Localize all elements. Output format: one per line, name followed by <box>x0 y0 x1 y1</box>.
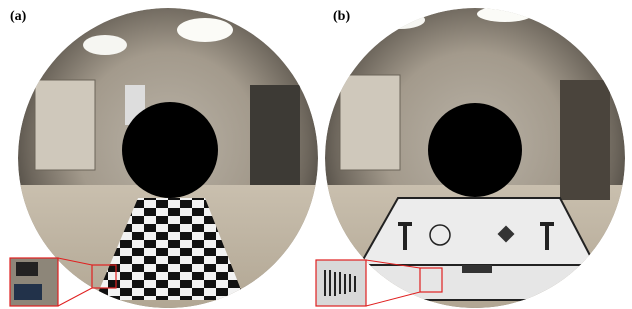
panel-label: (a) <box>10 9 27 24</box>
figure: (a) (b) <box>0 0 632 309</box>
zoom-line <box>366 292 420 306</box>
zoom-inset <box>316 260 366 306</box>
blind-spot <box>122 102 218 198</box>
blind-spot <box>428 103 522 197</box>
zoom-inset <box>10 258 58 306</box>
panel-label: (b) <box>333 9 350 24</box>
zoom-line <box>58 288 92 306</box>
